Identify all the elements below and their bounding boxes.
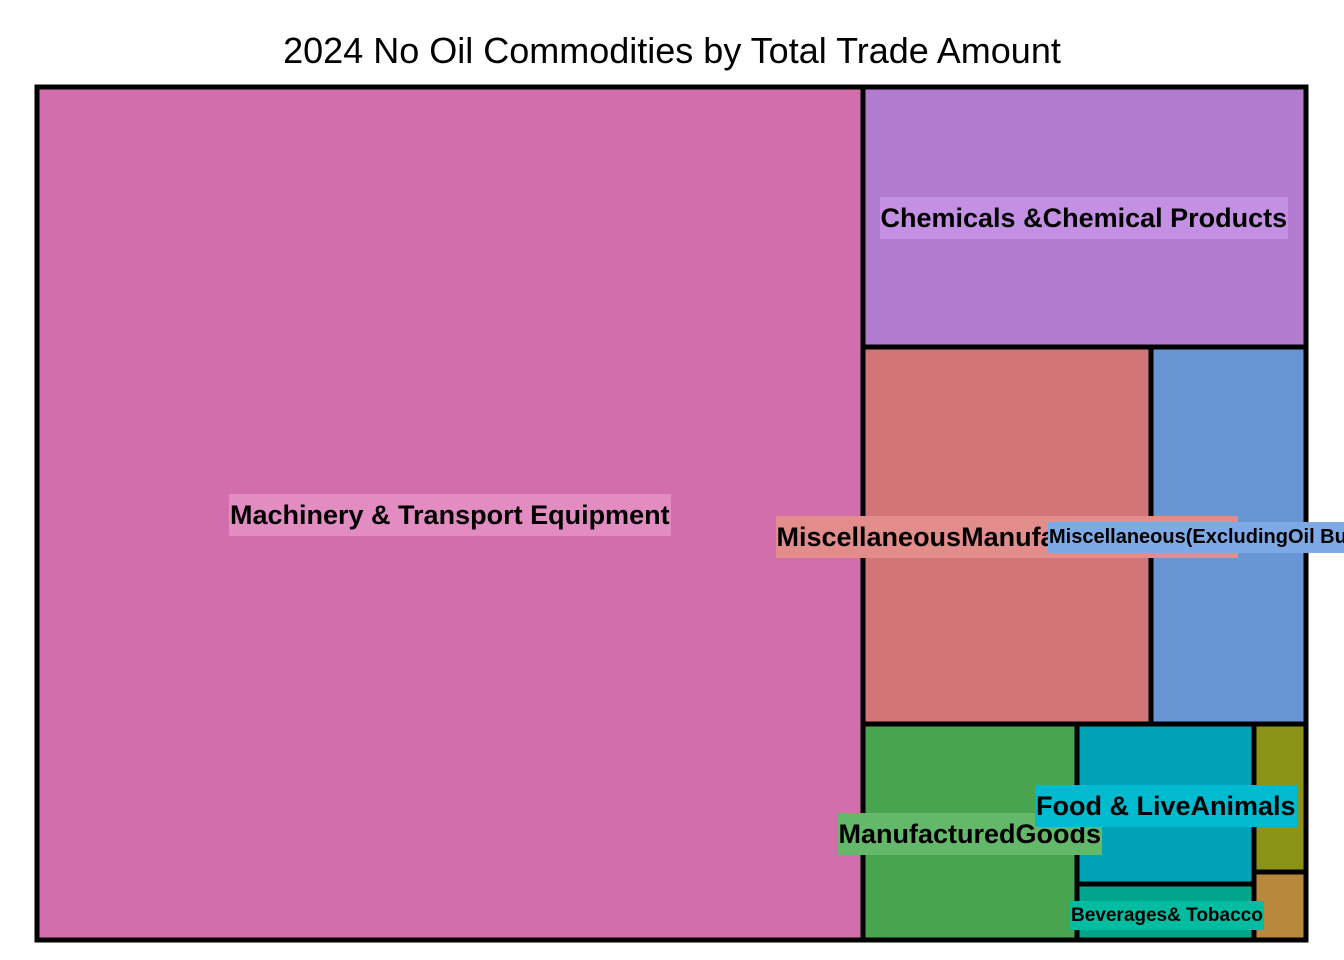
- treemap-tile: [1148, 344, 1309, 727]
- treemap-tile: [1074, 881, 1257, 943]
- treemap-tile: [1251, 721, 1309, 875]
- chart-title: 2024 No Oil Commodities by Total Trade A…: [283, 30, 1061, 71]
- treemap-tile: [1074, 721, 1257, 887]
- treemap-tile: [34, 84, 866, 943]
- treemap-tile: [860, 721, 1080, 943]
- treemap-tiles: [34, 84, 1309, 943]
- treemap-tile: [860, 84, 1309, 350]
- treemap-tile: [1251, 869, 1309, 943]
- treemap-tile: [860, 344, 1154, 727]
